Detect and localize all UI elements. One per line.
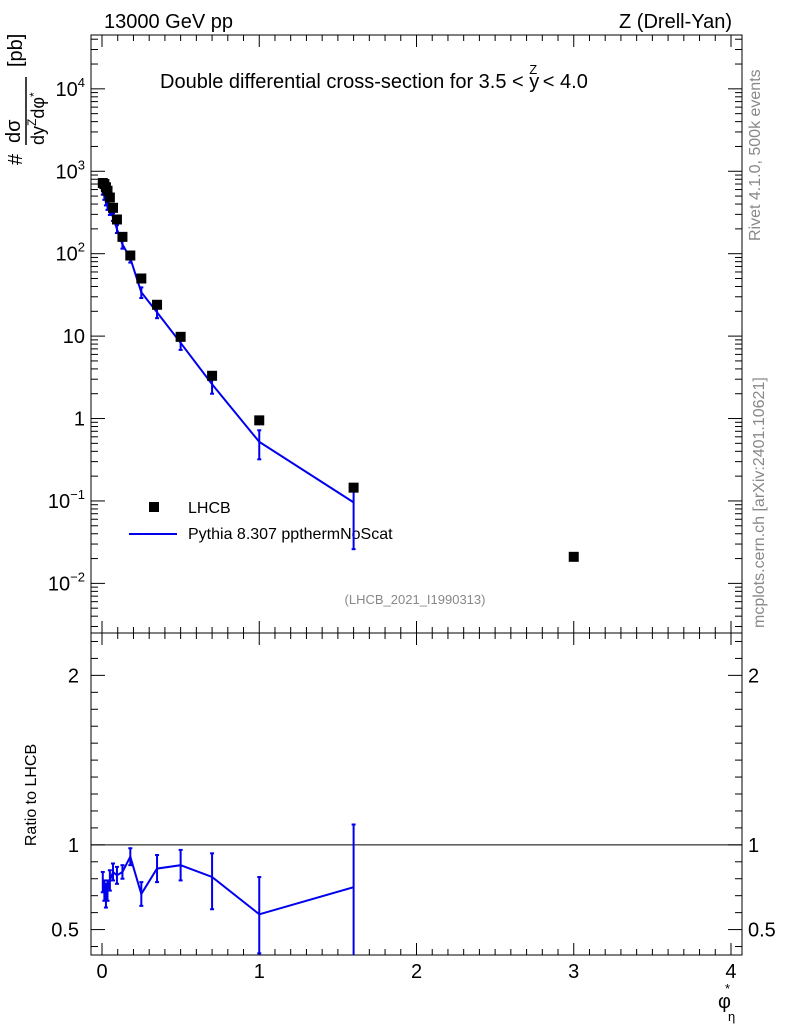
lhcb-data-point bbox=[136, 273, 147, 284]
ratio-ytick-label-left: 0.5 bbox=[51, 920, 79, 942]
ratio-ytick-label-right: 1 bbox=[748, 835, 759, 857]
main-plot-frame bbox=[90, 34, 743, 634]
main-ytick-label: 1 bbox=[74, 409, 85, 431]
analysis-watermark: (LHCB_2021_I1990313) bbox=[345, 592, 486, 607]
ratio-series-layer bbox=[100, 823, 356, 955]
main-ylabel: # dσ dyZdφ* [pb] bbox=[3, 34, 48, 165]
lhcb-data-point bbox=[102, 185, 113, 196]
lhcb-data-point bbox=[117, 231, 128, 242]
ratio-ytick-label-left: 1 bbox=[68, 835, 79, 857]
energy-label: 13000 GeV pp bbox=[104, 11, 233, 33]
ylabel-numerator: dσ bbox=[3, 119, 25, 143]
ratio-ytick-label-right: 2 bbox=[748, 665, 759, 687]
legend-label-pythia: Pythia 8.307 ppthermNoScat bbox=[188, 526, 393, 543]
ratio-ytick-label-right: 0.5 bbox=[748, 920, 776, 942]
ratio-axis-ticks: 0.5 0.5 1 1 2 2 0 1 2 3 4 bbox=[51, 633, 776, 983]
legend-marker-lhcb bbox=[149, 502, 159, 512]
lhcb-data-point bbox=[125, 250, 136, 261]
lhcb-data-point bbox=[108, 202, 119, 213]
main-series-layer bbox=[97, 178, 579, 562]
legend-label-lhcb: LHCB bbox=[188, 500, 231, 517]
main-title: Double differential cross-section for 3.… bbox=[160, 62, 588, 93]
mcplots-label: mcplots.cern.ch [arXiv:2401.10621] bbox=[751, 377, 768, 628]
legend: LHCB Pythia 8.307 ppthermNoScat bbox=[129, 500, 393, 543]
lhcb-data-point bbox=[568, 551, 579, 562]
lhcb-data-point bbox=[152, 299, 163, 310]
xtick-label: 0 bbox=[96, 961, 107, 983]
main-ytick-label: 104 bbox=[56, 75, 85, 101]
main-ytick-label: 102 bbox=[56, 240, 85, 266]
main-ytick-label: 10−1 bbox=[48, 487, 85, 513]
ratio-ytick-label-left: 2 bbox=[68, 665, 79, 687]
xtick-label: 2 bbox=[411, 961, 422, 983]
title-var: y bbox=[529, 71, 539, 93]
title-sup: Z bbox=[529, 62, 537, 77]
lhcb-data-point bbox=[254, 415, 265, 426]
main-ytick-label: 10−2 bbox=[48, 569, 85, 595]
mc-line bbox=[101, 191, 355, 504]
ratio-plot-frame bbox=[90, 632, 743, 956]
main-axis-ticks: 10−2 10−1 1 10 102 103 104 bbox=[48, 35, 742, 633]
ratio-ylabel: Ratio to LHCB bbox=[23, 744, 40, 846]
title-suffix: < 4.0 bbox=[537, 71, 588, 93]
rivet-label: Rivet 4.1.0, 500k events bbox=[747, 69, 764, 241]
lhcb-data-point bbox=[207, 370, 218, 381]
ylabel-unit: [pb] bbox=[5, 34, 27, 67]
main-ytick-label: 10 bbox=[63, 326, 85, 348]
lhcb-data-point bbox=[111, 214, 122, 225]
xtick-label: 1 bbox=[254, 961, 265, 983]
x-axis-label: φ* η bbox=[718, 981, 735, 1024]
lhcb-data-point bbox=[175, 331, 186, 342]
xtick-label: 3 bbox=[568, 961, 579, 983]
lhcb-data-point bbox=[104, 192, 115, 203]
xtick-label: 4 bbox=[725, 961, 736, 983]
ratio-line bbox=[101, 854, 354, 916]
title-prefix: Double differential cross-section for 3.… bbox=[160, 71, 529, 93]
lhcb-data-point bbox=[348, 482, 359, 493]
ylabel-hash: # bbox=[5, 153, 27, 165]
main-ytick-label: 103 bbox=[56, 157, 85, 183]
ylabel-denominator: dyZdφ* bbox=[25, 92, 48, 145]
process-label: Z (Drell-Yan) bbox=[619, 11, 732, 33]
